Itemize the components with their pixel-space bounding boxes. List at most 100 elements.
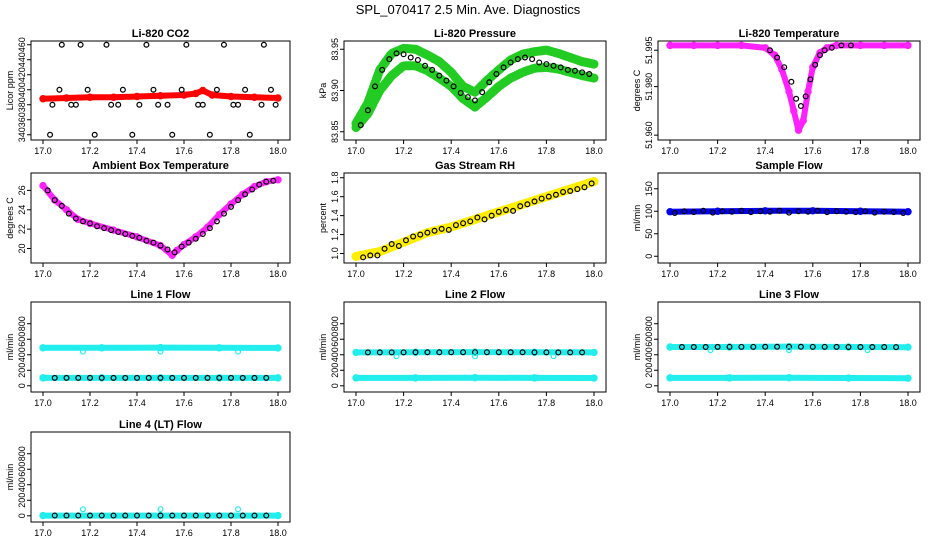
data-point — [239, 374, 246, 381]
data-point — [590, 348, 598, 357]
x-tick-label: 17.8 — [538, 146, 556, 156]
data-point — [274, 511, 282, 520]
data-point — [578, 71, 586, 80]
data-point — [864, 347, 871, 354]
x-tick-label: 17.6 — [175, 528, 193, 538]
x-tick-label: 18.0 — [269, 146, 287, 156]
data-point — [666, 41, 674, 50]
x-tick-label: 17.4 — [756, 146, 774, 156]
y-tick-label: 50 — [644, 229, 654, 239]
data-point — [39, 181, 47, 190]
data-point — [747, 209, 754, 216]
data-point — [524, 201, 531, 208]
x-tick-label: 17.8 — [538, 398, 556, 408]
data-point — [169, 512, 176, 519]
y-tick-label: 340 — [17, 127, 27, 142]
data-point — [183, 41, 190, 48]
data-point — [552, 191, 559, 198]
series-licor-temp-dense — [666, 41, 912, 134]
data-point — [804, 87, 812, 96]
data-point — [136, 101, 143, 108]
data-point — [495, 208, 502, 215]
x-tick-label: 17.6 — [175, 398, 193, 408]
y-tick-label: 1.0 — [330, 247, 340, 260]
data-point — [443, 77, 450, 84]
x-tick-label: 17.0 — [661, 146, 679, 156]
data-point — [63, 512, 70, 519]
data-point — [352, 374, 360, 382]
x-tick-label: 17.6 — [490, 398, 508, 408]
data-point — [507, 74, 515, 82]
data-point — [893, 344, 900, 351]
panel-line1: Line 1 Flow ml/min 17.0 17.2 17.4 17.6 17.8 18.… — [5, 289, 291, 408]
data-point — [471, 88, 479, 96]
data-point — [543, 349, 550, 356]
data-point — [904, 41, 912, 50]
series-co2-dense — [39, 86, 282, 103]
x-tick-label: 17.4 — [442, 269, 460, 279]
x-tick-label: 18.0 — [585, 146, 603, 156]
data-point — [352, 252, 360, 261]
y-tick-label: 800 — [17, 446, 27, 461]
data-point — [805, 208, 812, 215]
series-trace — [667, 343, 911, 351]
data-point — [802, 93, 809, 100]
data-point — [204, 512, 211, 519]
x-tick-label: 17.4 — [128, 269, 146, 279]
y-tick-label: 600 — [17, 332, 27, 347]
series-ambient-2-5-min-avg — [44, 177, 277, 256]
data-point — [86, 220, 93, 227]
data-point — [376, 86, 384, 95]
data-point — [483, 93, 491, 101]
data-point — [799, 116, 807, 125]
data-point — [519, 349, 526, 356]
data-point — [700, 207, 707, 214]
data-point — [157, 374, 164, 381]
data-point — [157, 242, 164, 249]
panel-pressure: Li-820 Pressure kPa 17.0 17.2 17.4 17.6 17.8 18… — [318, 28, 607, 156]
data-point — [192, 89, 200, 98]
data-point — [847, 42, 854, 49]
data-point — [263, 178, 270, 185]
panel-title: Line 4 (LT) Flow — [119, 419, 202, 431]
data-point — [56, 86, 63, 93]
plot-frame — [657, 301, 921, 393]
data-point — [838, 42, 845, 49]
data-point — [510, 207, 517, 214]
x-tick-label: 17.6 — [490, 269, 508, 279]
y-axis-label: ml/min — [5, 464, 15, 491]
x-tick-label: 17.2 — [709, 269, 727, 279]
data-point — [738, 343, 745, 350]
data-point — [258, 101, 265, 108]
y-axis-label: ml/min — [5, 334, 15, 361]
data-point — [79, 348, 86, 355]
panel-rh: Gas Stream RH percent 17.0 17.2 17.4 17.6 17.8… — [318, 160, 607, 279]
data-point — [690, 41, 698, 50]
data-point — [169, 374, 176, 381]
y-tick-label: 24 — [17, 205, 27, 215]
data-point — [467, 218, 474, 225]
data-point — [242, 191, 249, 198]
y-tick-label: 0 — [644, 383, 654, 388]
data-point — [250, 93, 259, 101]
data-point — [857, 344, 864, 351]
x-tick-label: 17.0 — [347, 269, 365, 279]
data-point — [220, 41, 227, 48]
data-point — [472, 353, 479, 360]
data-point — [260, 41, 267, 48]
y-tick-label: 800 — [644, 316, 654, 331]
y-tick-label: 420 — [17, 67, 27, 82]
data-point — [94, 223, 101, 230]
x-tick-label: 17.8 — [222, 146, 240, 156]
data-point — [388, 49, 396, 58]
panel-title: Ambient Box Temperature — [92, 160, 229, 172]
data-point — [199, 230, 206, 237]
x-tick-label: 17.6 — [804, 146, 822, 156]
data-point — [119, 86, 126, 93]
data-point — [274, 374, 282, 382]
data-point — [881, 344, 888, 351]
y-tick-label: 400 — [17, 347, 27, 362]
y-tick-label: 200 — [644, 363, 654, 378]
y-tick-label: 800 — [17, 316, 27, 331]
data-point — [447, 68, 455, 77]
